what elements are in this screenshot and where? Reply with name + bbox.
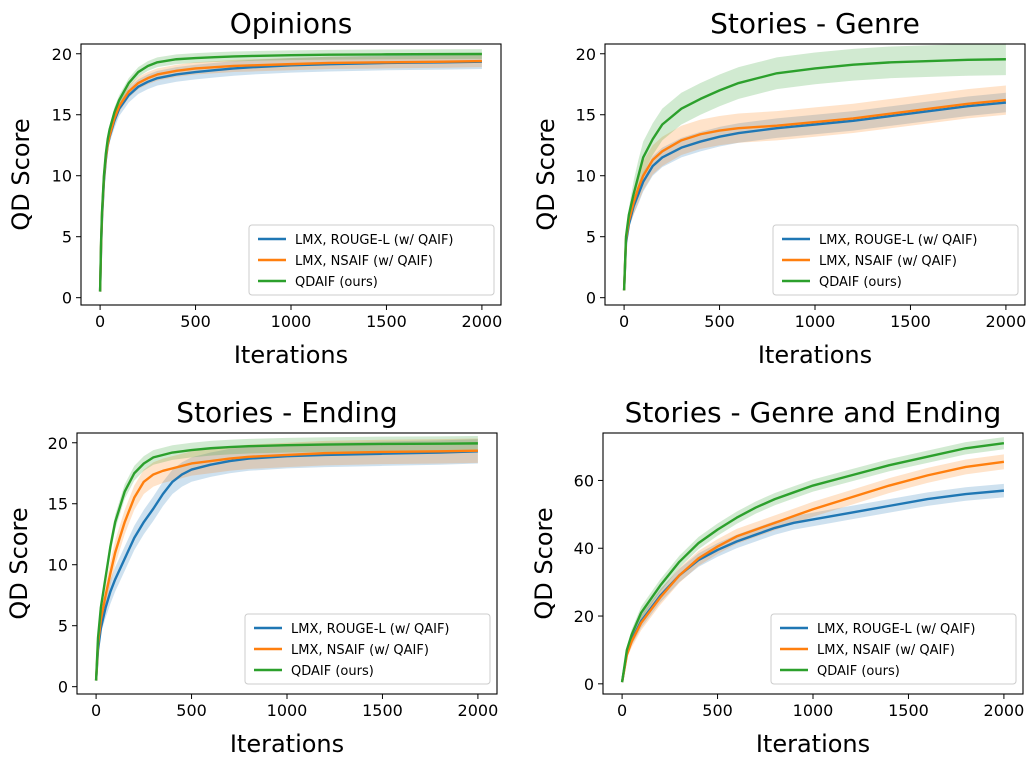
x-tick-label: 1500 bbox=[888, 701, 929, 720]
y-tick-label: 20 bbox=[48, 434, 68, 453]
chart-2: Stories - Ending 0 500 1000 1500 2000 0 5 10 15 20… bbox=[5, 396, 498, 758]
legend-entry: QDAIF (ours) bbox=[295, 275, 378, 290]
legend-entry: QDAIF (ours) bbox=[291, 664, 374, 679]
y-tick-label: 20 bbox=[52, 45, 72, 64]
chart-3: Stories - Genre and Ending 0 500 1000 1500 20… bbox=[530, 396, 1024, 758]
legend-box bbox=[244, 613, 491, 685]
x-tick-label: 2000 bbox=[458, 701, 499, 720]
x-tick-label: 500 bbox=[702, 701, 733, 720]
legend: LMX, ROUGE-L (w/ QAIF) LMX, NSAIF (w/ QAI… bbox=[772, 224, 1019, 296]
y-tick-label: 0 bbox=[58, 678, 68, 697]
legend-entry: LMX, ROUGE-L (w/ QAIF) bbox=[817, 622, 976, 637]
x-tick-label: 1500 bbox=[362, 701, 403, 720]
x-axis-label: Iterations bbox=[758, 341, 872, 369]
x-tick-label: 1500 bbox=[890, 312, 931, 331]
y-tick-label: 10 bbox=[52, 167, 72, 186]
series-band-1 bbox=[96, 438, 478, 681]
legend: LMX, ROUGE-L (w/ QAIF) LMX, NSAIF (w/ QAI… bbox=[770, 613, 1017, 685]
legend-entry: LMX, NSAIF (w/ QAIF) bbox=[817, 643, 955, 658]
x-tick-label: 1500 bbox=[366, 312, 407, 331]
y-tick-label: 0 bbox=[586, 289, 596, 308]
x-tick-label: 2000 bbox=[986, 312, 1027, 331]
legend: LMX, ROUGE-L (w/ QAIF) LMX, NSAIF (w/ QAI… bbox=[248, 224, 495, 296]
x-axis-label: Iterations bbox=[756, 730, 870, 758]
legend-entry: LMX, NSAIF (w/ QAIF) bbox=[295, 254, 433, 269]
chart-title: Opinions bbox=[230, 7, 353, 40]
y-tick-label: 15 bbox=[52, 106, 72, 125]
series-band-2 bbox=[624, 43, 1006, 291]
y-tick-label: 5 bbox=[58, 617, 68, 636]
series-band-0 bbox=[624, 92, 1006, 291]
legend-entry: LMX, ROUGE-L (w/ QAIF) bbox=[291, 622, 450, 637]
series-line-2 bbox=[98, 52, 482, 292]
series-line-0 bbox=[94, 450, 478, 681]
series-line-1 bbox=[622, 98, 1007, 291]
x-tick-label: 0 bbox=[91, 701, 101, 720]
series-line-2 bbox=[94, 442, 478, 681]
chart-title: Stories - Ending bbox=[176, 396, 397, 429]
series-line-2 bbox=[622, 58, 1006, 291]
legend-box bbox=[770, 613, 1017, 685]
legend-entry: QDAIF (ours) bbox=[819, 275, 902, 290]
series-line-2 bbox=[620, 441, 1005, 683]
legend: LMX, ROUGE-L (w/ QAIF) LMX, NSAIF (w/ QAI… bbox=[244, 613, 491, 685]
y-tick-label: 5 bbox=[586, 228, 596, 247]
series-band-0 bbox=[622, 483, 1004, 683]
x-tick-label: 1000 bbox=[795, 312, 836, 331]
chart-title: Stories - Genre and Ending bbox=[625, 396, 1002, 429]
y-tick-label: 10 bbox=[48, 556, 68, 575]
x-axis-label: Iterations bbox=[234, 341, 348, 369]
legend-entry: LMX, ROUGE-L (w/ QAIF) bbox=[295, 233, 454, 248]
chart-title: Stories - Genre bbox=[710, 7, 920, 40]
legend-entry: LMX, NSAIF (w/ QAIF) bbox=[819, 254, 957, 269]
x-tick-label: 500 bbox=[176, 701, 207, 720]
legend-entry: QDAIF (ours) bbox=[817, 664, 900, 679]
y-tick-label: 40 bbox=[574, 539, 594, 558]
x-axis-label: Iterations bbox=[230, 730, 344, 758]
y-tick-label: 0 bbox=[584, 675, 594, 694]
legend-entry: LMX, ROUGE-L (w/ QAIF) bbox=[819, 233, 978, 248]
y-tick-label: 15 bbox=[48, 495, 68, 514]
x-tick-label: 0 bbox=[95, 312, 105, 331]
x-tick-label: 1000 bbox=[793, 701, 834, 720]
x-tick-label: 500 bbox=[704, 312, 735, 331]
chart-0: Opinions 0 500 1000 1500 2000 0 5 10 15 20 Iteratio… bbox=[7, 7, 502, 369]
legend-entry: LMX, NSAIF (w/ QAIF) bbox=[291, 643, 429, 658]
legend-box bbox=[772, 224, 1019, 296]
y-axis-label: QD Score bbox=[5, 507, 33, 619]
y-tick-label: 60 bbox=[574, 471, 594, 490]
series-band-0 bbox=[96, 439, 478, 681]
x-tick-label: 1000 bbox=[271, 312, 312, 331]
series-line-1 bbox=[620, 460, 1005, 683]
series-line-1 bbox=[94, 449, 478, 681]
x-tick-label: 2000 bbox=[984, 701, 1025, 720]
y-axis-label: QD Score bbox=[7, 118, 35, 230]
legend-box bbox=[248, 224, 495, 296]
y-tick-label: 20 bbox=[576, 45, 596, 64]
chart-1: Stories - Genre 0 500 1000 1500 2000 0 5 10 15 20 I… bbox=[532, 7, 1026, 369]
series-band-1 bbox=[100, 54, 482, 292]
y-tick-label: 15 bbox=[576, 106, 596, 125]
y-tick-label: 10 bbox=[576, 167, 596, 186]
y-axis-label: QD Score bbox=[532, 118, 560, 230]
x-tick-label: 2000 bbox=[462, 312, 503, 331]
x-tick-label: 0 bbox=[619, 312, 629, 331]
y-tick-label: 0 bbox=[62, 289, 72, 308]
x-tick-label: 1000 bbox=[267, 701, 308, 720]
y-axis-label: QD Score bbox=[530, 507, 558, 619]
x-tick-label: 500 bbox=[180, 312, 211, 331]
x-tick-label: 0 bbox=[617, 701, 627, 720]
y-tick-label: 20 bbox=[574, 607, 594, 626]
y-tick-label: 5 bbox=[62, 228, 72, 247]
